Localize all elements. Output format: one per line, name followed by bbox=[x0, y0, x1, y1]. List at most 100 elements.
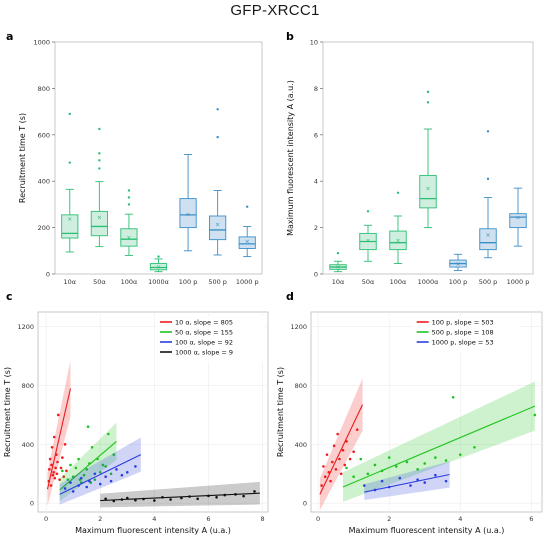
x-axis-label: Maximum fluorescent intensity A (u.a.) bbox=[349, 526, 505, 535]
data-point bbox=[409, 484, 412, 487]
plot-frame bbox=[54, 41, 263, 275]
mean-marker: × bbox=[186, 211, 191, 218]
y-tick-label: 400 bbox=[295, 441, 307, 449]
box-body bbox=[90, 210, 108, 237]
y-tick-label: 10 bbox=[310, 39, 318, 47]
data-point bbox=[134, 465, 137, 468]
data-point bbox=[215, 495, 218, 499]
confidence-band bbox=[319, 378, 363, 511]
box-7: × bbox=[238, 205, 256, 258]
data-point bbox=[423, 481, 427, 484]
data-point bbox=[416, 468, 419, 471]
data-point bbox=[416, 478, 419, 481]
data-point bbox=[125, 496, 129, 500]
data-point bbox=[85, 468, 89, 471]
data-point bbox=[61, 456, 64, 459]
mean-marker: × bbox=[365, 238, 370, 245]
data-point bbox=[62, 475, 66, 479]
data-point bbox=[93, 478, 97, 481]
data-point bbox=[98, 470, 102, 474]
data-point bbox=[65, 469, 68, 473]
x-tick-label: 6 bbox=[206, 515, 210, 523]
box-1: × bbox=[329, 251, 347, 273]
data-point bbox=[86, 425, 90, 429]
box-7: × bbox=[509, 187, 527, 247]
data-point bbox=[125, 470, 129, 474]
box-body bbox=[238, 236, 256, 249]
data-point bbox=[323, 475, 327, 479]
outlier-point bbox=[157, 255, 160, 258]
data-point bbox=[79, 476, 83, 480]
outlier-point bbox=[486, 177, 490, 181]
panel-label: c bbox=[6, 290, 13, 303]
data-point bbox=[434, 473, 437, 477]
data-point bbox=[77, 457, 80, 461]
series-blue bbox=[363, 461, 450, 501]
mean-marker: × bbox=[215, 221, 220, 228]
data-point bbox=[242, 494, 245, 498]
box-6: × bbox=[479, 130, 497, 259]
figure-title: GFP-XRCC1 bbox=[230, 2, 320, 19]
data-point bbox=[71, 490, 75, 493]
outlier-point bbox=[98, 159, 101, 162]
legend-entry: 1000 p, slope = 53 bbox=[432, 339, 494, 347]
data-point bbox=[533, 413, 537, 417]
x-tick-label: 1000α bbox=[418, 278, 439, 286]
outlier-point bbox=[98, 167, 101, 170]
fit-line bbox=[364, 473, 450, 493]
y-axis-label: Recruitment time T (s) bbox=[276, 367, 285, 457]
y-tick-label: 200 bbox=[38, 224, 50, 232]
data-point bbox=[398, 476, 402, 480]
data-point bbox=[196, 497, 199, 501]
legend-entry: 50 α, slope = 155 bbox=[175, 329, 233, 337]
y-tick-label: 800 bbox=[38, 85, 50, 93]
fit-line bbox=[342, 405, 536, 488]
data-point bbox=[373, 463, 377, 467]
outlier-point bbox=[127, 196, 131, 199]
data-point bbox=[59, 466, 63, 470]
box-5: × bbox=[449, 253, 467, 271]
data-point bbox=[355, 428, 359, 431]
x-tick-label: 100 p bbox=[449, 278, 468, 286]
data-point bbox=[473, 445, 476, 449]
data-point bbox=[341, 448, 345, 452]
outlier-point bbox=[246, 205, 249, 208]
data-point bbox=[120, 473, 124, 477]
data-point bbox=[55, 472, 59, 476]
data-point bbox=[48, 468, 51, 471]
x-tick-label: 0 bbox=[44, 515, 48, 523]
legend: 100 p, slope = 503 500 p, slope = 108 1000… bbox=[412, 316, 521, 352]
data-point bbox=[115, 468, 118, 471]
mean-marker: × bbox=[97, 214, 102, 221]
data-point bbox=[363, 484, 366, 487]
fit-line bbox=[46, 388, 72, 490]
box-1: × bbox=[61, 112, 79, 253]
data-point bbox=[180, 496, 183, 500]
y-tick-label: 1200 bbox=[290, 323, 307, 331]
outlier-point bbox=[366, 210, 370, 213]
data-point bbox=[53, 476, 57, 480]
x-tick-label: 2 bbox=[98, 515, 102, 523]
box-6: × bbox=[209, 108, 227, 256]
x-tick-label: 4 bbox=[458, 515, 462, 523]
panel-label: b bbox=[286, 30, 294, 43]
legend-entry: 1000 α, slope = 9 bbox=[175, 349, 233, 357]
panel-d-proton-scatter: d 0 400 800 1200 0 2 4 6 Maximum fluorescent inte… bbox=[276, 290, 543, 535]
outlier-point bbox=[426, 90, 430, 94]
series-red bbox=[319, 378, 364, 511]
y-tick-label: 400 bbox=[22, 441, 34, 449]
series-black bbox=[100, 481, 260, 508]
outlier-point bbox=[68, 112, 71, 116]
outlier-point bbox=[336, 251, 340, 255]
data-point bbox=[253, 490, 256, 493]
data-point bbox=[63, 487, 67, 490]
data-point bbox=[50, 445, 54, 449]
mean-marker: × bbox=[335, 264, 340, 271]
box-2: × bbox=[359, 210, 377, 262]
outlier-point bbox=[426, 101, 430, 104]
box-body bbox=[389, 230, 407, 251]
x-tick-label: 100α bbox=[121, 278, 138, 286]
confidence-band bbox=[47, 360, 71, 507]
data-point bbox=[63, 443, 67, 446]
legend-entry: 10 α, slope = 805 bbox=[175, 319, 233, 327]
